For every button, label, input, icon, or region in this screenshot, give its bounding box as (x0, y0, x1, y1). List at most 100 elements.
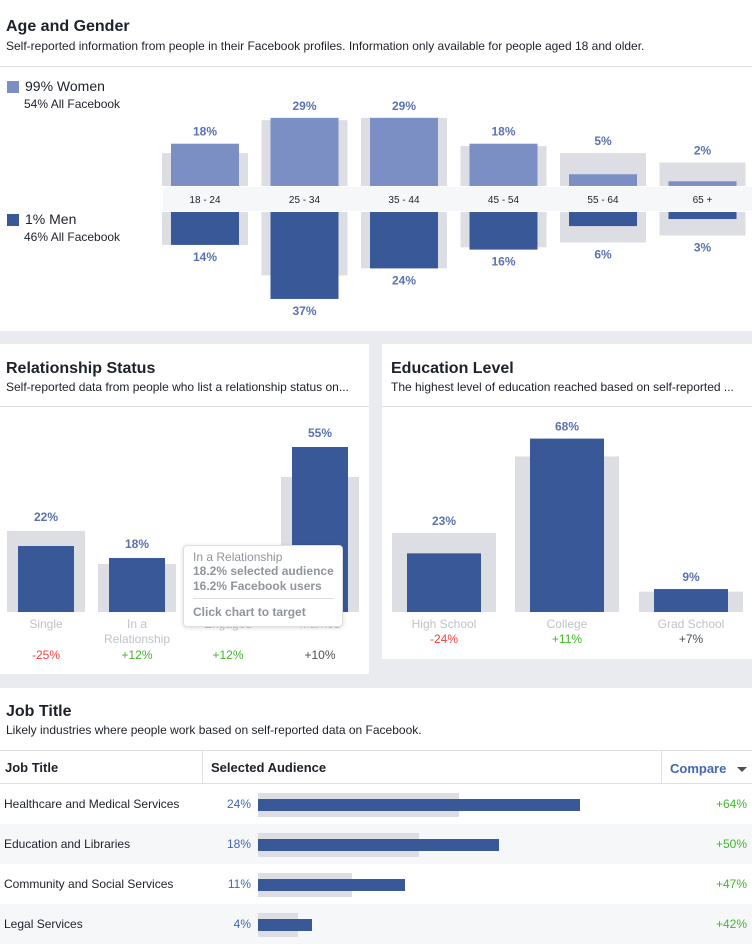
tooltip-selected: 18.2% selected audience (193, 564, 334, 578)
row-job-title: Legal Services (4, 917, 83, 931)
women-value-label: 2% (694, 144, 712, 158)
women-baseline-bar (659, 162, 746, 186)
men-bar (668, 212, 737, 220)
men-bar (370, 212, 438, 269)
age-tick-label: 25 - 34 (289, 195, 321, 206)
row-job-title: Community and Social Services (4, 877, 174, 891)
women-bar (569, 174, 637, 186)
men-bar (171, 212, 239, 245)
men-bar (469, 212, 538, 250)
women-value-label: 29% (392, 99, 416, 113)
row-audience-bar (258, 879, 406, 891)
table-row[interactable]: Education and Libraries 18% +50% (0, 824, 752, 864)
bar-value-label: 22% (34, 510, 58, 524)
row-percent: 4% (233, 917, 251, 931)
education-bar (654, 589, 728, 612)
education-bar (530, 438, 604, 612)
compare-dropdown[interactable]: Compare (662, 751, 752, 783)
row-audience-bar (258, 919, 312, 931)
age-tick-label: 18 - 24 (189, 195, 221, 206)
women-bar (270, 117, 339, 186)
table-row[interactable]: Legal Services 4% +42% (0, 904, 752, 944)
divider (0, 406, 369, 407)
job-title-title: Job Title (6, 703, 72, 720)
compare-value: +12% (212, 648, 243, 662)
job-title-subtitle: Likely industries where people work base… (6, 723, 422, 737)
divider (193, 598, 334, 599)
row-percent: 24% (226, 797, 251, 811)
education-panel: Education Level The highest level of edu… (382, 344, 752, 659)
bar-value-label: 18% (125, 537, 149, 551)
bar-value-label: 68% (555, 420, 579, 434)
divider (0, 750, 752, 751)
column-header-job-title: Job Title (5, 760, 59, 775)
chevron-down-icon (737, 767, 747, 772)
row-audience-bar (258, 799, 580, 811)
men-value-label: 37% (292, 304, 316, 318)
men-legend-label: 1% Men (25, 211, 77, 227)
compare-value: +7% (679, 632, 704, 646)
compare-value: +10% (304, 648, 335, 662)
women-legend-sub: 54% All Facebook (24, 97, 121, 111)
age-gender-panel: Age and Gender Self-reported information… (0, 0, 752, 331)
category-label: Relationship (104, 632, 170, 646)
age-tick-label: 55 - 64 (587, 195, 619, 206)
compare-label: Compare (670, 761, 727, 776)
men-value-label: 3% (694, 241, 712, 255)
compare-value: -25% (32, 648, 60, 662)
row-percent: 18% (226, 837, 251, 851)
divider (0, 66, 752, 67)
men-bar (569, 212, 637, 227)
row-compare: +50% (715, 837, 747, 851)
row-compare: +42% (715, 917, 747, 931)
men-value-label: 14% (193, 250, 217, 264)
women-legend-label: 99% Women (25, 78, 105, 94)
row-compare: +64% (715, 797, 747, 811)
bar-value-label: 9% (682, 570, 700, 584)
row-audience-bar (258, 839, 500, 851)
row-job-title: Education and Libraries (4, 837, 131, 851)
compare-value: +11% (552, 632, 582, 646)
age-gender-chart[interactable]: 18% 14% 29% 37% 29% 24% 18% 16% 5% 6% 2% 3% 18 - 24 2… (0, 0, 752, 331)
education-bar (407, 553, 481, 612)
age-gender-title: Age and Gender (6, 18, 130, 35)
bar-value-label: 55% (308, 426, 332, 440)
row-job-title: Healthcare and Medical Services (4, 797, 180, 811)
age-axis-band (163, 187, 752, 211)
age-tick-label: 65 + (693, 195, 713, 206)
women-swatch (7, 81, 19, 93)
compare-value: -24% (430, 632, 458, 646)
age-tick-label: 35 - 44 (388, 195, 420, 206)
category-label: College (547, 617, 588, 631)
education-chart[interactable]: 23% High School-24% 68% College+11% 9% Grad S… (382, 344, 752, 659)
women-bar (370, 117, 438, 186)
table-row[interactable]: Healthcare and Medical Services 24% +64% (0, 784, 752, 824)
men-legend-sub: 46% All Facebook (24, 230, 121, 244)
bar-value-label: 23% (432, 514, 456, 528)
women-bar (171, 143, 239, 186)
tooltip-title: In a Relationship (193, 550, 283, 564)
row-percent: 11% (227, 877, 251, 891)
relationship-title: Relationship Status (6, 360, 156, 377)
men-value-label: 24% (392, 273, 416, 287)
table-row[interactable]: Community and Social Services 11% +47% (0, 864, 752, 904)
category-label: Single (29, 617, 63, 631)
men-value-label: 6% (594, 248, 612, 262)
relationship-bar (109, 558, 165, 612)
men-bar (270, 212, 339, 299)
job-title-panel: Job Title Likely industries where people… (0, 688, 752, 944)
women-value-label: 18% (491, 125, 515, 139)
men-value-label: 16% (491, 255, 515, 269)
tooltip-facebook: 16.2% Facebook users (193, 579, 322, 593)
column-header-selected-audience: Selected Audience (211, 760, 327, 775)
compare-value: +12% (121, 648, 152, 662)
education-title: Education Level (391, 360, 514, 377)
women-value-label: 29% (292, 99, 316, 113)
divider (382, 406, 752, 407)
category-label: Grad School (658, 617, 725, 631)
women-bar (469, 143, 538, 186)
men-swatch (7, 214, 19, 226)
relationship-bar (18, 546, 74, 612)
tooltip-action[interactable]: Click chart to target (193, 605, 306, 619)
row-compare: +47% (715, 877, 747, 891)
